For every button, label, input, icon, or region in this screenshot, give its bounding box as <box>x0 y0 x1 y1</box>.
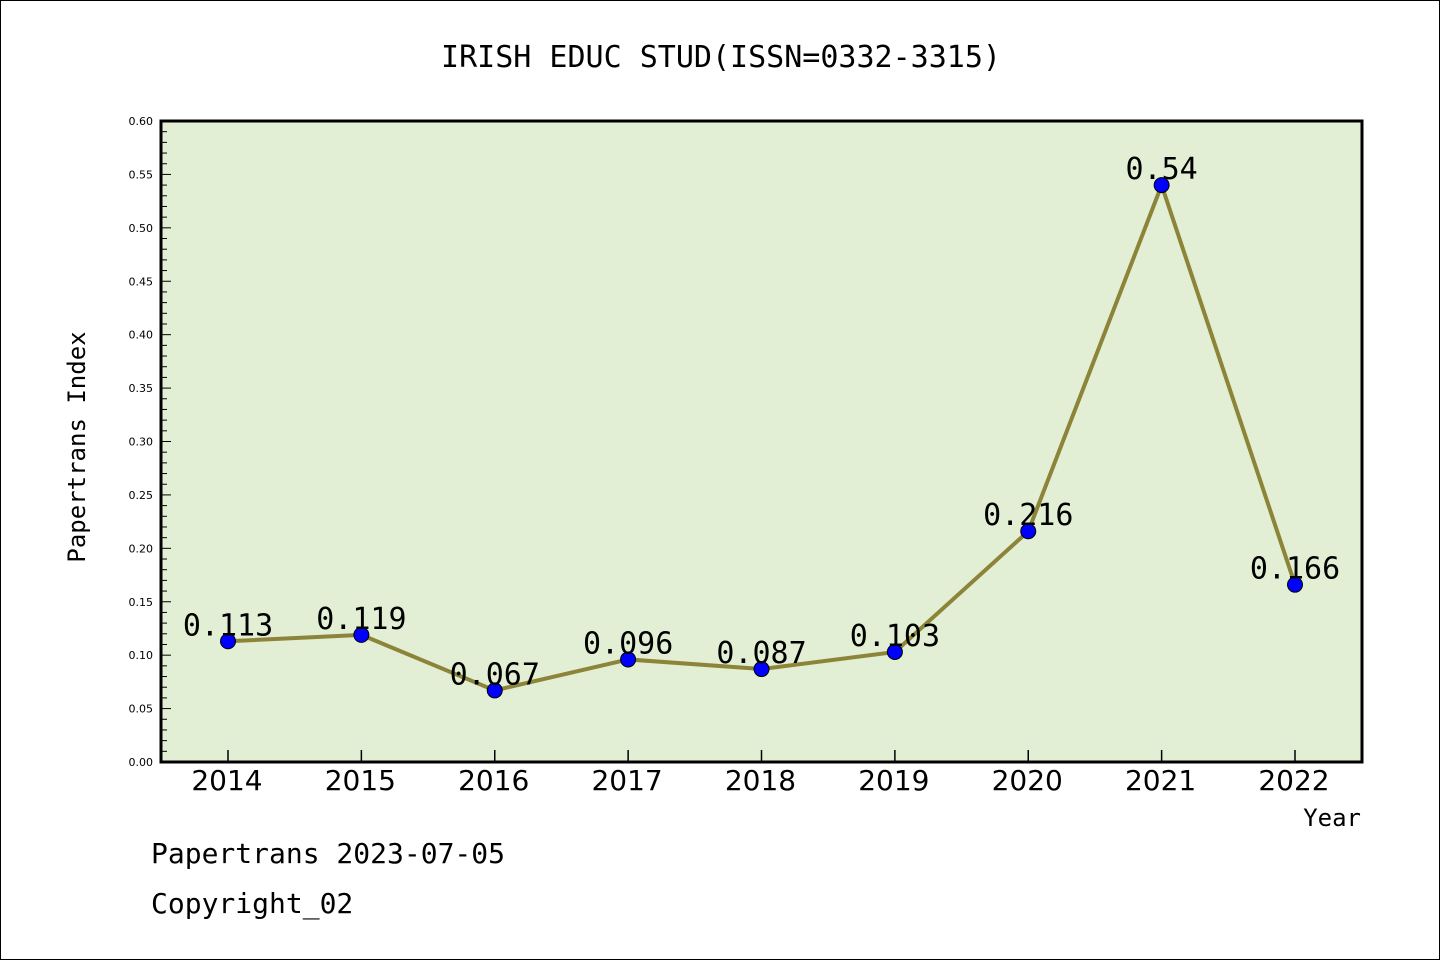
y-tick-label: 0.50 <box>129 222 154 235</box>
data-label: 0.119 <box>316 602 406 637</box>
data-label: 0.087 <box>716 636 806 671</box>
data-point <box>1287 576 1303 593</box>
y-tick-label: 0.00 <box>129 756 154 769</box>
y-tick-label: 0.55 <box>129 168 154 181</box>
data-label: 0.096 <box>583 626 673 661</box>
x-axis: 2014 2015 2016 2017 2018 2019 2020 2021 2022 <box>191 750 1330 797</box>
data-point <box>486 682 503 699</box>
data-label: 0.103 <box>850 619 940 654</box>
x-tick-label: 2019 <box>858 764 929 797</box>
data-point <box>353 626 370 643</box>
y-tick-label: 0.05 <box>129 703 154 716</box>
x-tick-label: 2021 <box>1125 764 1196 797</box>
data-label: 0.216 <box>983 498 1073 533</box>
y-axis: 0.00 0.05 0.10 0.15 0.20 0.25 0.30 0.35 0.40 0.45… <box>129 115 171 769</box>
y-tick-label: 0.10 <box>129 649 154 662</box>
y-tick-label: 0.20 <box>129 542 154 555</box>
y-tick-label: 0.45 <box>129 275 154 288</box>
data-point <box>1153 177 1170 194</box>
data-labels: 0.113 0.119 0.067 0.096 0.087 0.103 0.216 0.54 0… <box>183 152 1340 692</box>
footer-date: Papertrans 2023-07-05 <box>151 837 506 870</box>
y-tick-label: 0.35 <box>129 382 154 395</box>
x-tick-label: 2014 <box>191 764 262 797</box>
data-point <box>753 661 770 678</box>
x-tick-label: 2016 <box>458 764 529 797</box>
x-tick-label: 2020 <box>992 764 1063 797</box>
y-tick-label: 0.15 <box>129 596 154 609</box>
footer-copyright: Copyright_02 <box>151 887 354 920</box>
x-axis-label: Year <box>1303 804 1361 832</box>
x-tick-label: 2017 <box>591 764 662 797</box>
y-tick-label: 0.30 <box>129 436 154 449</box>
data-point <box>220 633 236 650</box>
data-label: 0.54 <box>1126 152 1198 187</box>
data-point <box>1020 523 1037 540</box>
data-label: 0.166 <box>1250 552 1340 587</box>
data-label: 0.113 <box>183 608 273 643</box>
data-point <box>886 643 903 660</box>
x-tick-label: 2015 <box>325 764 396 797</box>
x-tick-label: 2022 <box>1258 764 1329 797</box>
y-axis-label: Papertrans Index <box>63 331 91 562</box>
data-points <box>220 177 1303 699</box>
y-tick-label: 0.40 <box>129 329 154 342</box>
plot-area <box>159 119 1364 764</box>
data-label: 0.067 <box>450 657 540 692</box>
x-tick-label: 2018 <box>725 764 796 797</box>
y-tick-label: 0.60 <box>129 115 154 128</box>
y-tick-label: 0.25 <box>129 489 154 502</box>
data-point <box>620 651 637 668</box>
chart-title: IRISH EDUC STUD(ISSN=0332-3315) <box>441 40 1001 75</box>
